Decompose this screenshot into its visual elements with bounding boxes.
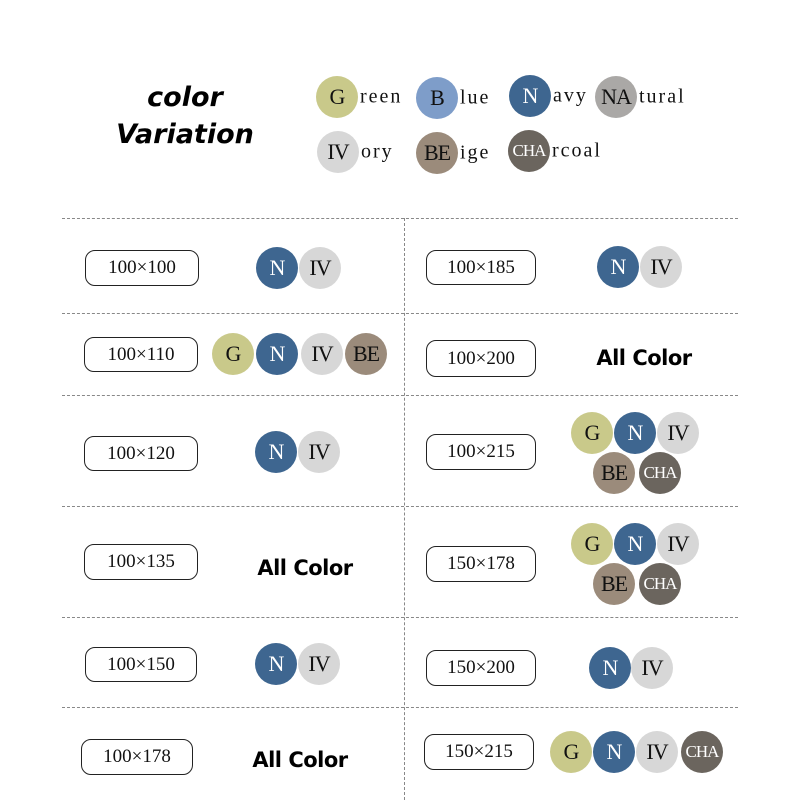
all-color-label: All Color — [596, 346, 692, 370]
color-swatch-iv: IV — [657, 523, 699, 565]
color-swatch-be: BE — [345, 333, 387, 375]
row-divider — [62, 707, 738, 708]
color-swatch-n: N — [589, 647, 631, 689]
color-swatch-iv: IV — [640, 246, 682, 288]
column-divider — [404, 218, 405, 800]
color-swatch-be: BE — [416, 132, 458, 174]
color-swatch-cha: CHA — [508, 130, 550, 172]
size-label: 150×178 — [426, 546, 536, 582]
color-swatch-iv: IV — [299, 247, 341, 289]
row-divider — [62, 313, 738, 314]
size-label: 100×215 — [426, 434, 536, 470]
color-swatch-g: G — [212, 333, 254, 375]
color-swatch-be: BE — [593, 452, 635, 494]
all-color-label: All Color — [257, 556, 353, 580]
legend-label-na: tural — [639, 85, 686, 108]
legend-label-g: reen — [360, 85, 403, 108]
color-swatch-iv: IV — [301, 333, 343, 375]
legend-label-b: lue — [460, 86, 491, 109]
title-line-2: Variation — [116, 119, 254, 150]
color-swatch-g: G — [571, 412, 613, 454]
color-swatch-g: G — [316, 76, 358, 118]
color-swatch-iv: IV — [298, 431, 340, 473]
color-swatch-cha: CHA — [639, 563, 681, 605]
size-label: 100×110 — [84, 337, 198, 372]
color-swatch-b: B — [416, 77, 458, 119]
color-swatch-cha: CHA — [639, 452, 681, 494]
row-divider — [62, 617, 738, 618]
color-swatch-g: G — [550, 731, 592, 773]
row-divider — [62, 218, 738, 219]
color-swatch-iv: IV — [657, 412, 699, 454]
color-swatch-n: N — [614, 412, 656, 454]
size-label: 100×100 — [85, 250, 199, 286]
color-swatch-n: N — [509, 75, 551, 117]
color-swatch-iv: IV — [298, 643, 340, 685]
title-line-1: color — [147, 82, 223, 113]
color-swatch-n: N — [256, 333, 298, 375]
legend-label-cha: rcoal — [552, 139, 602, 162]
color-swatch-na: NA — [595, 76, 637, 118]
color-swatch-g: G — [571, 523, 613, 565]
color-swatch-be: BE — [593, 563, 635, 605]
color-swatch-n: N — [255, 643, 297, 685]
color-swatch-iv: IV — [636, 731, 678, 773]
color-swatch-n: N — [597, 246, 639, 288]
row-divider — [62, 395, 738, 396]
color-swatch-n: N — [614, 523, 656, 565]
size-label: 100×150 — [85, 647, 197, 682]
size-label: 100×185 — [426, 250, 536, 285]
color-swatch-n: N — [255, 431, 297, 473]
color-swatch-iv: IV — [631, 647, 673, 689]
color-swatch-cha: CHA — [681, 731, 723, 773]
size-label: 150×215 — [424, 734, 534, 770]
color-swatch-n: N — [593, 731, 635, 773]
size-label: 100×200 — [426, 340, 536, 377]
size-label: 100×178 — [81, 739, 193, 775]
color-swatch-iv: IV — [317, 131, 359, 173]
size-label: 100×120 — [84, 436, 198, 471]
size-label: 150×200 — [426, 650, 536, 686]
size-label: 100×135 — [84, 544, 198, 580]
color-swatch-n: N — [256, 247, 298, 289]
row-divider — [62, 506, 738, 507]
legend-label-be: ige — [460, 141, 491, 164]
all-color-label: All Color — [252, 748, 348, 772]
legend-label-n: avy — [553, 84, 588, 107]
legend-label-iv: ory — [361, 140, 394, 163]
